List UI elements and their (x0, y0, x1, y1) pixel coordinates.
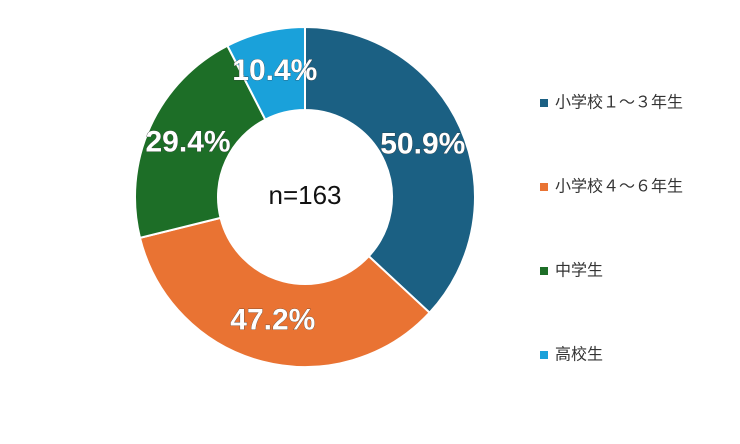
slice (226, 25, 306, 121)
legend-swatch (540, 351, 548, 359)
legend-swatch (540, 183, 548, 191)
value-label: 47.2% (230, 303, 315, 336)
slice (304, 25, 476, 315)
legend-swatch (540, 267, 548, 275)
slice (134, 44, 267, 240)
legend-label: 小学校４～６年生 (555, 177, 683, 196)
legend-label: 小学校１～３年生 (555, 93, 683, 112)
center-label: n=163 (268, 180, 341, 210)
legend-label: 中学生 (555, 261, 603, 280)
legend-label: 高校生 (555, 345, 603, 364)
slice (138, 216, 431, 369)
value-label: 50.9% (380, 128, 465, 161)
value-label: 10.4% (232, 54, 317, 87)
legend-swatch (540, 99, 548, 107)
value-label: 29.4% (146, 126, 231, 159)
